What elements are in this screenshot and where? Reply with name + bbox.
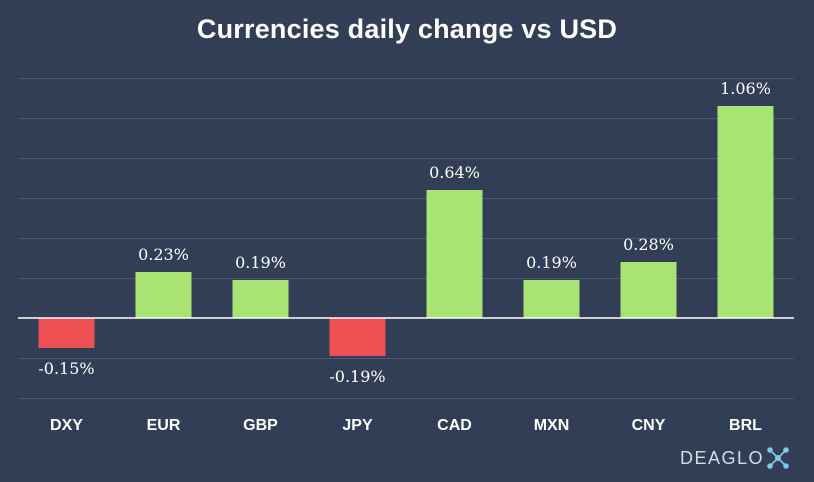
tick-label-gbp: GBP [243,417,278,434]
tick-label-dxy: DXY [50,417,83,434]
tick-label-cad: CAD [437,417,472,434]
bar-jpy [329,318,386,356]
bar-mxn [523,280,580,318]
data-label-cad: 0.64% [429,163,480,182]
data-label-gbp: 0.19% [235,253,286,272]
bar-gbp [232,280,289,318]
brand-logo: DEAGLO [680,446,790,470]
tick-label-mxn: MXN [534,417,570,434]
bar-cny [620,262,677,318]
bar-dxy [38,318,95,348]
chart-title: Currencies daily change vs USD [196,14,618,44]
bar-brl [717,106,774,318]
data-label-brl: 1.06% [720,79,771,98]
bar-cad [426,190,483,318]
data-label-mxn: 0.19% [526,253,577,272]
data-label-eur: 0.23% [138,245,189,264]
tick-label-jpy: JPY [342,417,373,434]
data-label-dxy: -0.15% [38,359,94,378]
bar-eur [135,272,192,318]
data-label-jpy: -0.19% [329,367,385,386]
data-label-cny: 0.28% [623,235,674,254]
tick-label-eur: EUR [147,417,181,434]
tick-label-cny: CNY [632,417,666,434]
network-x-icon [767,447,789,469]
tick-label-brl: BRL [729,417,762,434]
brand-name: DEAGLO [679,447,764,468]
